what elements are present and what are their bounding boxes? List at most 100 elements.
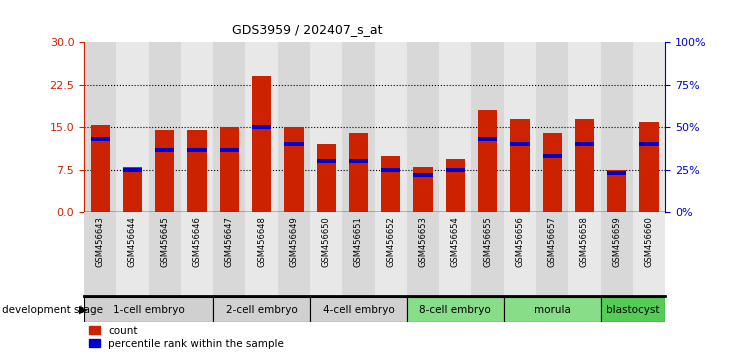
Bar (374, 42, 407, 212)
Bar (510, 119, 529, 212)
Text: GSM456653: GSM456653 (419, 217, 428, 267)
Bar (181, 42, 213, 212)
Text: GDS3959 / 202407_s_at: GDS3959 / 202407_s_at (232, 23, 382, 36)
Bar (607, 170, 626, 212)
Bar (478, 110, 497, 212)
Bar (536, 212, 569, 296)
Bar (278, 212, 310, 296)
Bar (439, 212, 471, 296)
Text: GSM456659: GSM456659 (613, 217, 621, 267)
Bar (381, 168, 401, 172)
Bar (342, 212, 374, 296)
Bar (213, 212, 246, 296)
Text: GSM456648: GSM456648 (257, 217, 266, 267)
Bar (640, 122, 659, 212)
Text: GSM456660: GSM456660 (645, 217, 654, 267)
Text: GSM456657: GSM456657 (548, 217, 557, 267)
Bar (187, 130, 207, 212)
Bar (310, 212, 342, 296)
Text: GSM456658: GSM456658 (580, 217, 589, 267)
Bar (310, 42, 342, 212)
Bar (374, 212, 407, 296)
Bar (471, 212, 504, 296)
Bar (504, 42, 536, 212)
Bar (569, 212, 601, 296)
Bar (278, 42, 310, 212)
Bar (439, 42, 471, 212)
Bar (284, 142, 303, 147)
Bar (284, 127, 303, 212)
Bar (569, 42, 601, 212)
Bar (148, 42, 181, 212)
Bar (542, 133, 562, 212)
Text: development stage: development stage (2, 305, 103, 315)
Bar (575, 142, 594, 147)
Bar (116, 42, 148, 212)
Bar (601, 212, 633, 296)
Bar (407, 297, 504, 322)
Bar (246, 42, 278, 212)
Text: 8-cell embryo: 8-cell embryo (420, 305, 491, 315)
Bar (91, 137, 110, 141)
Bar (317, 144, 336, 212)
Bar (601, 297, 665, 322)
Bar (413, 167, 433, 212)
Text: 2-cell embryo: 2-cell embryo (226, 305, 298, 315)
Bar (446, 159, 465, 212)
Bar (601, 42, 633, 212)
Bar (504, 212, 536, 296)
Bar (542, 154, 562, 158)
Text: GSM456643: GSM456643 (96, 217, 105, 267)
Bar (213, 297, 310, 322)
Text: GSM456645: GSM456645 (160, 217, 170, 267)
Bar (252, 125, 271, 130)
Bar (181, 212, 213, 296)
Text: GSM456655: GSM456655 (483, 217, 492, 267)
Text: GSM456654: GSM456654 (451, 217, 460, 267)
Text: 4-cell embryo: 4-cell embryo (322, 305, 394, 315)
Text: GSM456649: GSM456649 (289, 217, 298, 267)
Bar (91, 125, 110, 212)
Bar (504, 297, 601, 322)
Legend: count, percentile rank within the sample: count, percentile rank within the sample (89, 326, 284, 349)
Bar (349, 133, 368, 212)
Bar (155, 130, 175, 212)
Bar (575, 119, 594, 212)
Bar (123, 168, 142, 172)
Bar (213, 42, 246, 212)
Text: GSM456650: GSM456650 (322, 217, 330, 267)
Bar (219, 127, 239, 212)
Text: 1-cell embryo: 1-cell embryo (113, 305, 184, 315)
Bar (317, 159, 336, 164)
Text: GSM456656: GSM456656 (515, 217, 524, 267)
Bar (633, 42, 665, 212)
Text: GSM456647: GSM456647 (225, 217, 234, 267)
Bar (84, 42, 116, 212)
Bar (478, 137, 497, 141)
Bar (246, 212, 278, 296)
Bar (381, 156, 401, 212)
Bar (84, 212, 116, 296)
Bar (116, 212, 148, 296)
Bar (407, 42, 439, 212)
Bar (148, 212, 181, 296)
Bar (123, 167, 142, 212)
Text: blastocyst: blastocyst (606, 305, 659, 315)
Bar (407, 212, 439, 296)
Bar (633, 212, 665, 296)
Bar (536, 42, 569, 212)
Bar (342, 42, 374, 212)
Bar (471, 42, 504, 212)
Text: GSM456644: GSM456644 (128, 217, 137, 267)
Text: morula: morula (534, 305, 571, 315)
Bar (219, 148, 239, 152)
Bar (607, 171, 626, 175)
Bar (310, 297, 407, 322)
Bar (446, 168, 465, 172)
Bar (510, 142, 529, 147)
Text: GSM456646: GSM456646 (192, 217, 202, 267)
Bar (413, 173, 433, 177)
Text: ▶: ▶ (79, 305, 88, 315)
Text: GSM456651: GSM456651 (354, 217, 363, 267)
Text: GSM456652: GSM456652 (386, 217, 395, 267)
